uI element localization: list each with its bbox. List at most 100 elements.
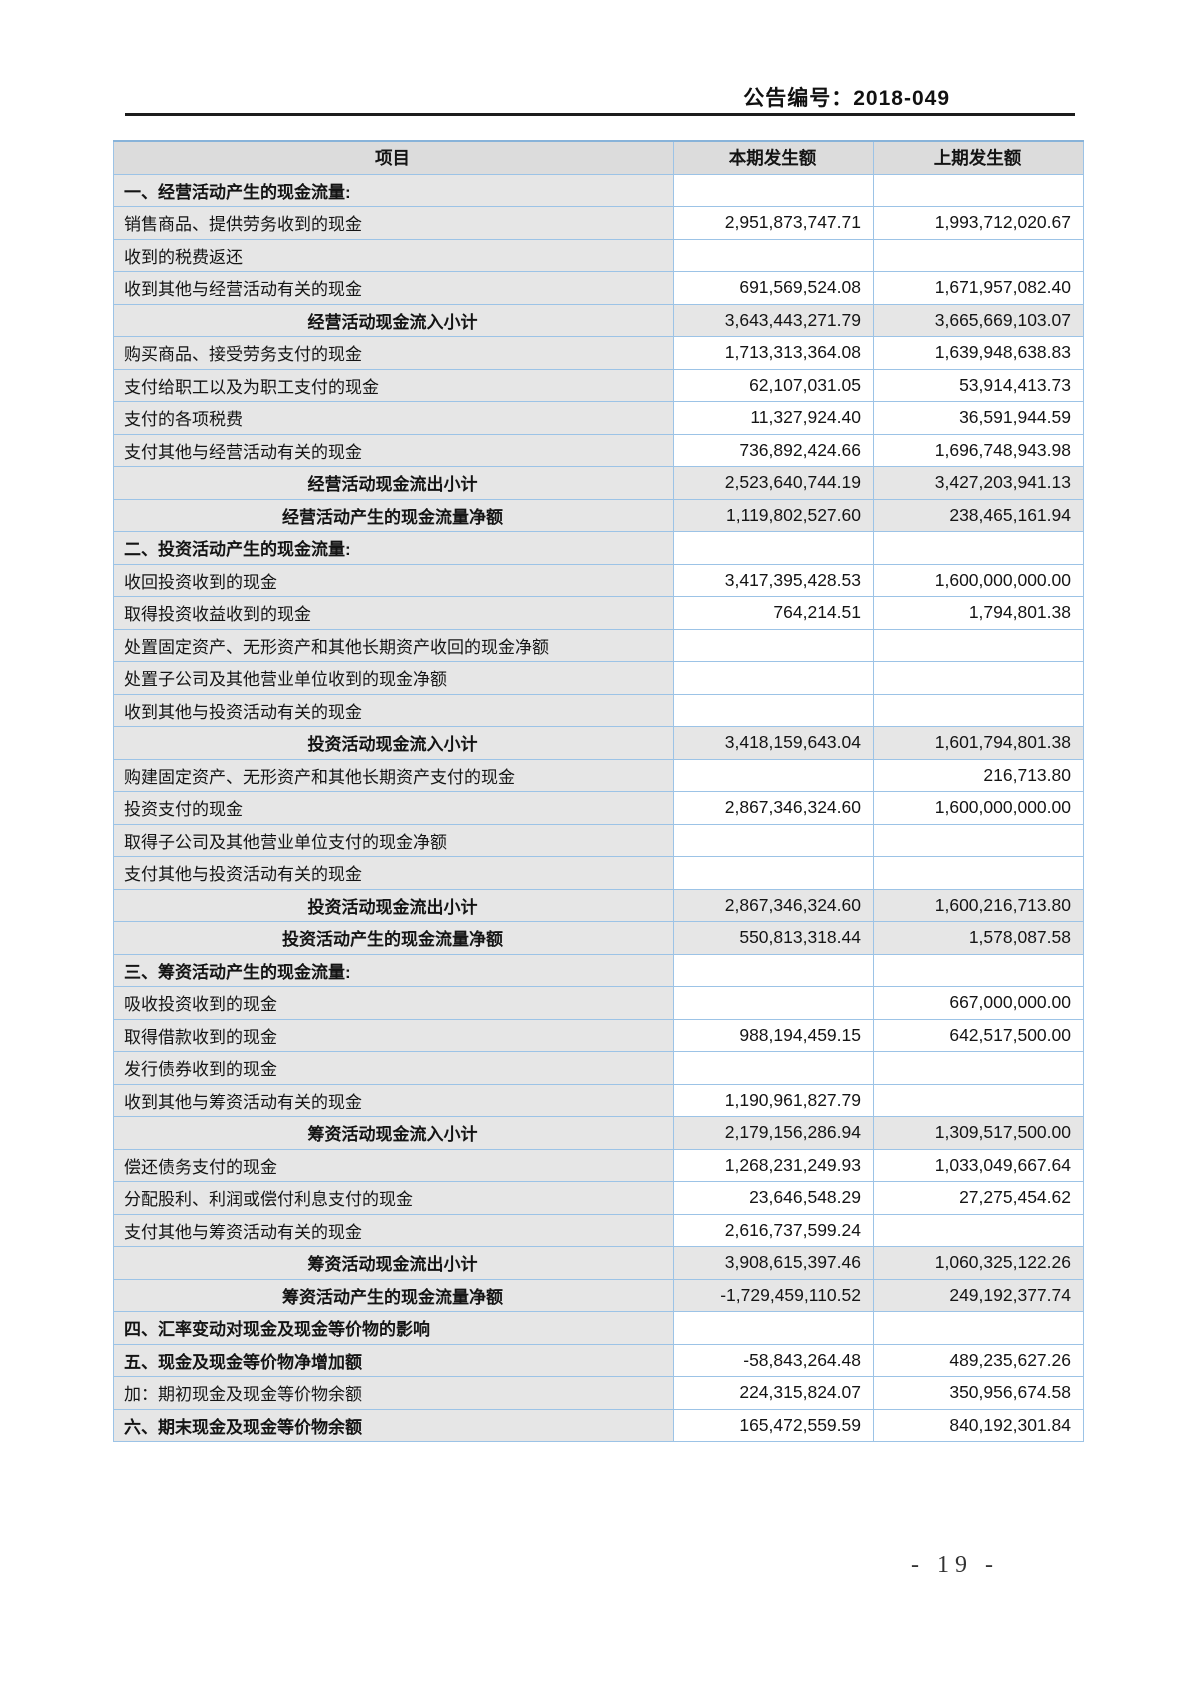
- table-header: 项目 本期发生额 上期发生额: [113, 140, 1084, 175]
- current-period-value: 1,190,961,827.79: [673, 1083, 874, 1117]
- row-item-label: 二、投资活动产生的现金流量:: [113, 531, 674, 565]
- table-row: 一、经营活动产生的现金流量:: [113, 173, 1084, 207]
- cash-flow-table-body: 一、经营活动产生的现金流量: 销售商品、提供劳务收到的现金 2,951,873,74…: [113, 173, 1084, 1442]
- current-period-value: 62,107,031.05: [673, 368, 874, 402]
- prior-period-value: [873, 1083, 1084, 1117]
- current-period-value: [673, 238, 874, 272]
- prior-period-value: 642,517,500.00: [873, 1018, 1084, 1052]
- table-row: 销售商品、提供劳务收到的现金 2,951,873,747.71 1,993,712,…: [113, 206, 1084, 240]
- prior-period-value: [873, 628, 1084, 662]
- row-item-label: 收回投资收到的现金: [113, 563, 674, 597]
- prior-period-value: 489,235,627.26: [873, 1343, 1084, 1377]
- table-row: 取得借款收到的现金 988,194,459.15 642,517,500.00: [113, 1018, 1084, 1052]
- table-row: 三、筹资活动产生的现金流量:: [113, 953, 1084, 987]
- table-row: 经营活动现金流出小计 2,523,640,744.19 3,427,203,941.…: [113, 466, 1084, 500]
- row-item-label: 偿还债务支付的现金: [113, 1148, 674, 1182]
- current-period-value: 1,119,802,527.60: [673, 498, 874, 532]
- row-item-label: 投资支付的现金: [113, 791, 674, 825]
- row-item-label: 支付的各项税费: [113, 401, 674, 435]
- row-item-label: 六、期末现金及现金等价物余额: [113, 1408, 674, 1442]
- prior-period-value: 27,275,454.62: [873, 1181, 1084, 1215]
- cash-flow-statement-table: 项目 本期发生额 上期发生额 一、经营活动产生的现金流量: 销售商品、提供劳务收到…: [113, 140, 1084, 1442]
- row-item-label: 投资活动现金流出小计: [113, 888, 674, 922]
- prior-period-value: 1,993,712,020.67: [873, 206, 1084, 240]
- row-item-label: 经营活动现金流出小计: [113, 466, 674, 500]
- table-row: 支付其他与经营活动有关的现金 736,892,424.66 1,696,748,94…: [113, 433, 1084, 467]
- table-row: 投资活动产生的现金流量净额 550,813,318.44 1,578,087.58: [113, 921, 1084, 955]
- row-item-label: 收到的税费返还: [113, 238, 674, 272]
- table-row: 经营活动产生的现金流量净额 1,119,802,527.60 238,465,161…: [113, 498, 1084, 532]
- prior-period-value: [873, 1051, 1084, 1085]
- prior-period-value: [873, 693, 1084, 727]
- table-row: 收到其他与投资活动有关的现金: [113, 693, 1084, 727]
- table-row: 购买商品、接受劳务支付的现金 1,713,313,364.08 1,639,948,…: [113, 336, 1084, 370]
- prior-period-value: 1,578,087.58: [873, 921, 1084, 955]
- column-header-prior-period: 上期发生额: [873, 140, 1084, 175]
- row-item-label: 购买商品、接受劳务支付的现金: [113, 336, 674, 370]
- current-period-value: [673, 628, 874, 662]
- current-period-value: 3,908,615,397.46: [673, 1246, 874, 1280]
- row-item-label: 发行债券收到的现金: [113, 1051, 674, 1085]
- current-period-value: 3,418,159,643.04: [673, 726, 874, 760]
- prior-period-value: 36,591,944.59: [873, 401, 1084, 435]
- current-period-value: 2,616,737,599.24: [673, 1213, 874, 1247]
- row-item-label: 处置固定资产、无形资产和其他长期资产收回的现金净额: [113, 628, 674, 662]
- table-row: 筹资活动现金流出小计 3,908,615,397.46 1,060,325,122.…: [113, 1246, 1084, 1280]
- current-period-value: [673, 661, 874, 695]
- current-period-value: 224,315,824.07: [673, 1376, 874, 1410]
- row-item-label: 经营活动现金流入小计: [113, 303, 674, 337]
- current-period-value: 165,472,559.59: [673, 1408, 874, 1442]
- current-period-value: [673, 1311, 874, 1345]
- table-row: 取得投资收益收到的现金 764,214.51 1,794,801.38: [113, 596, 1084, 630]
- prior-period-value: [873, 531, 1084, 565]
- table-row: 收到的税费返还: [113, 238, 1084, 272]
- prior-period-value: 667,000,000.00: [873, 986, 1084, 1020]
- announcement-number: 公告编号：2018-049: [743, 87, 950, 110]
- table-row: 投资活动现金流入小计 3,418,159,643.04 1,601,794,801.…: [113, 726, 1084, 760]
- table-row: 支付的各项税费 11,327,924.40 36,591,944.59: [113, 401, 1084, 435]
- prior-period-value: 350,956,674.58: [873, 1376, 1084, 1410]
- prior-period-value: 3,427,203,941.13: [873, 466, 1084, 500]
- row-item-label: 收到其他与经营活动有关的现金: [113, 271, 674, 305]
- current-period-value: [673, 758, 874, 792]
- current-period-value: [673, 173, 874, 207]
- row-item-label: 收到其他与筹资活动有关的现金: [113, 1083, 674, 1117]
- current-period-value: 2,179,156,286.94: [673, 1116, 874, 1150]
- prior-period-value: 3,665,669,103.07: [873, 303, 1084, 337]
- prior-period-value: 238,465,161.94: [873, 498, 1084, 532]
- table-row: 支付其他与筹资活动有关的现金 2,616,737,599.24: [113, 1213, 1084, 1247]
- table-row: 收回投资收到的现金 3,417,395,428.53 1,600,000,000.0…: [113, 563, 1084, 597]
- table-row: 处置子公司及其他营业单位收到的现金净额: [113, 661, 1084, 695]
- table-row: 吸收投资收到的现金 667,000,000.00: [113, 986, 1084, 1020]
- current-period-value: [673, 1051, 874, 1085]
- current-period-value: [673, 531, 874, 565]
- current-period-value: 1,268,231,249.93: [673, 1148, 874, 1182]
- prior-period-value: [873, 238, 1084, 272]
- current-period-value: [673, 823, 874, 857]
- current-period-value: -1,729,459,110.52: [673, 1278, 874, 1312]
- table-row: 收到其他与筹资活动有关的现金 1,190,961,827.79: [113, 1083, 1084, 1117]
- table-row: 经营活动现金流入小计 3,643,443,271.79 3,665,669,103.…: [113, 303, 1084, 337]
- row-item-label: 支付其他与筹资活动有关的现金: [113, 1213, 674, 1247]
- prior-period-value: 1,600,000,000.00: [873, 791, 1084, 825]
- current-period-value: 988,194,459.15: [673, 1018, 874, 1052]
- prior-period-value: [873, 1213, 1084, 1247]
- row-item-label: 投资活动产生的现金流量净额: [113, 921, 674, 955]
- prior-period-value: [873, 953, 1084, 987]
- prior-period-value: [873, 856, 1084, 890]
- table-row: 筹资活动产生的现金流量净额 -1,729,459,110.52 249,192,37…: [113, 1278, 1084, 1312]
- table-row: 加：期初现金及现金等价物余额 224,315,824.07 350,956,674.…: [113, 1376, 1084, 1410]
- current-period-value: [673, 953, 874, 987]
- table-row: 分配股利、利润或偿付利息支付的现金 23,646,548.29 27,275,454…: [113, 1181, 1084, 1215]
- table-row: 发行债券收到的现金: [113, 1051, 1084, 1085]
- table-row: 支付其他与投资活动有关的现金: [113, 856, 1084, 890]
- prior-period-value: 53,914,413.73: [873, 368, 1084, 402]
- row-item-label: 加：期初现金及现金等价物余额: [113, 1376, 674, 1410]
- row-item-label: 筹资活动产生的现金流量净额: [113, 1278, 674, 1312]
- row-item-label: 吸收投资收到的现金: [113, 986, 674, 1020]
- prior-period-value: [873, 173, 1084, 207]
- prior-period-value: 216,713.80: [873, 758, 1084, 792]
- column-header-item: 项目: [113, 140, 674, 175]
- prior-period-value: 1,794,801.38: [873, 596, 1084, 630]
